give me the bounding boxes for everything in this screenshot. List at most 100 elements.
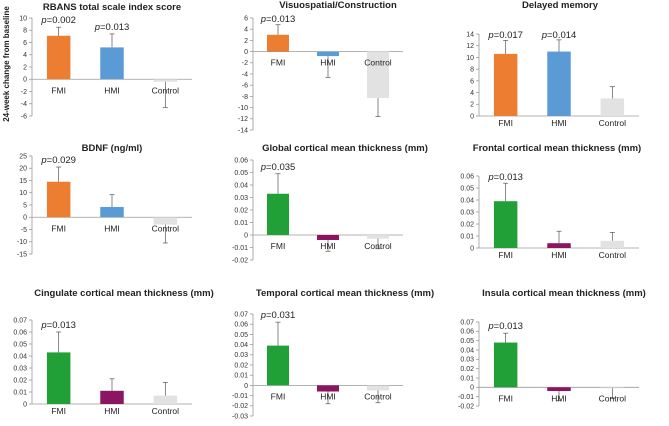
y-tick-label: 0.06 [460, 173, 474, 180]
y-tick-label: -0.01 [232, 393, 248, 400]
chart-panel-7: Cingulate cortical mean thickness (mm) 0 0… [13, 288, 213, 416]
y-tick-label: 0 [23, 77, 27, 84]
category-label: FMI [51, 406, 66, 416]
y-tick-label: 2 [244, 38, 248, 45]
y-tick-label: 0.04 [460, 347, 474, 354]
y-tick-label: 0.03 [13, 365, 27, 372]
category-label: Control [599, 393, 627, 403]
category-label: Control [599, 250, 627, 260]
bar-hmi [317, 235, 339, 240]
bar-fmi [267, 345, 289, 386]
y-tick-label: 0.04 [460, 197, 474, 204]
chart-title: Temporal cortical mean thickness (mm) [256, 288, 434, 299]
y-tick-label: 0.01 [13, 389, 27, 396]
category-label: FMI [498, 393, 513, 403]
chart-title: Global cortical mean thickness (mm) [262, 143, 428, 154]
y-tick-label: 0.05 [234, 332, 248, 339]
p-value-label: p=0.013 [487, 321, 523, 332]
p-value-label: p=0.029 [40, 155, 76, 166]
category-label: FMI [271, 58, 286, 68]
y-tick-label: 0.04 [234, 182, 248, 189]
bar-fmi [46, 35, 71, 80]
p-value-label: p=0.013 [94, 22, 130, 33]
category-label: FMI [51, 85, 66, 95]
chart-panel-5: Global cortical mean thickness (mm) -0.02… [232, 143, 428, 264]
bar-control [367, 235, 389, 239]
y-tick-label: 0.01 [234, 220, 248, 227]
category-label: HMI [104, 223, 120, 233]
y-tick-label: 0.01 [460, 375, 474, 382]
bar-control [153, 395, 178, 404]
bar-hmi [317, 385, 339, 392]
y-tick-label: -10 [17, 239, 27, 246]
category-label: Control [599, 118, 627, 128]
y-tick-label: -0.01 [458, 394, 474, 401]
y-tick-label: 0.07 [460, 319, 474, 326]
category-label: HMI [551, 393, 567, 403]
bar-hmi [100, 206, 124, 218]
y-axis-label: 24-week change from baseline [2, 6, 11, 122]
y-tick-label: -6 [242, 83, 248, 90]
category-label: Control [152, 406, 180, 416]
y-tick-label: -12 [238, 116, 248, 123]
y-tick-label: -6 [21, 113, 27, 120]
y-tick-label: 6 [244, 15, 248, 22]
y-tick-label: 10 [19, 15, 27, 22]
chart-panel-3: Delayed memory 0 2 4 6 8 10 12 14 FMI p=0.017 HMI p=… [466, 0, 639, 128]
bar-hmi [547, 387, 571, 392]
chart-title: Delayed memory [522, 0, 599, 11]
y-tick-label: 0.01 [234, 373, 248, 380]
y-tick-label: 0.04 [234, 342, 248, 349]
y-tick-label: -4 [21, 101, 27, 108]
chart-title: RBANS total scale index score [43, 2, 181, 13]
p-value-label: p=0.014 [541, 30, 577, 41]
y-tick-label: 0.06 [460, 329, 474, 336]
category-label: HMI [320, 391, 336, 401]
y-tick-label: 4 [470, 90, 474, 97]
category-label: FMI [271, 391, 286, 401]
p-value-label: p=0.017 [487, 30, 523, 41]
y-tick-label: 0.06 [234, 157, 248, 164]
y-tick-label: 0 [244, 383, 248, 390]
bar-hmi [547, 243, 571, 248]
y-tick-label: -0.02 [232, 403, 248, 410]
y-tick-label: 0.05 [234, 170, 248, 177]
category-label: HMI [104, 406, 120, 416]
y-tick-label: 10 [19, 190, 27, 197]
bar-control [153, 217, 178, 225]
category-label: HMI [320, 241, 336, 251]
bar-fmi [267, 193, 289, 235]
y-tick-label: 0.03 [234, 195, 248, 202]
category-label: Control [152, 223, 180, 233]
bar-fmi [493, 201, 518, 248]
bar-control [367, 51, 389, 99]
bar-control [367, 385, 389, 391]
bar-hmi [547, 51, 571, 117]
y-tick-label: 0.01 [460, 233, 474, 240]
y-tick-label: 20 [19, 166, 27, 173]
y-tick-label: 0.03 [460, 209, 474, 216]
y-tick-label: -5 [21, 227, 27, 234]
y-tick-label: 0.05 [13, 341, 27, 348]
chart-panel-1: RBANS total scale index score -6 -4 -2 0 2 4 6 8… [19, 2, 192, 120]
chart-panel-2: Visuospatial/Construction -14 -12 -10 -8 -6 -4… [238, 0, 403, 134]
p-value-label: p=0.013 [487, 172, 523, 183]
category-label: Control [364, 391, 392, 401]
y-tick-label: 2 [470, 102, 474, 109]
category-label: HMI [104, 85, 120, 95]
chart-panel-4: BDNF (ng/ml) -15 -10 -5 0 5 10 15 20 25 FMI p=0.029… [17, 143, 192, 258]
category-label: Control [152, 85, 180, 95]
y-tick-label: 8 [470, 67, 474, 74]
p-value-label: p=0.013 [260, 14, 296, 25]
chart-title: Insula cortical mean thickness (mm) [482, 288, 646, 299]
chart-title: BDNF (ng/ml) [82, 143, 143, 154]
y-tick-label: 12 [466, 43, 474, 50]
bar-control [600, 387, 625, 389]
chart-title: Frontal cortical mean thickness (mm) [473, 143, 641, 154]
bar-hmi [100, 390, 124, 404]
y-tick-label: 0 [244, 49, 248, 56]
category-label: FMI [271, 241, 286, 251]
p-value-label: p=0.013 [40, 320, 76, 331]
y-tick-label: 0 [470, 385, 474, 392]
